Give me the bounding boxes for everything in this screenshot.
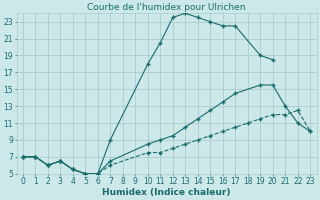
Title: Courbe de l'humidex pour Ulrichen: Courbe de l'humidex pour Ulrichen	[87, 3, 246, 12]
X-axis label: Humidex (Indice chaleur): Humidex (Indice chaleur)	[102, 188, 231, 197]
